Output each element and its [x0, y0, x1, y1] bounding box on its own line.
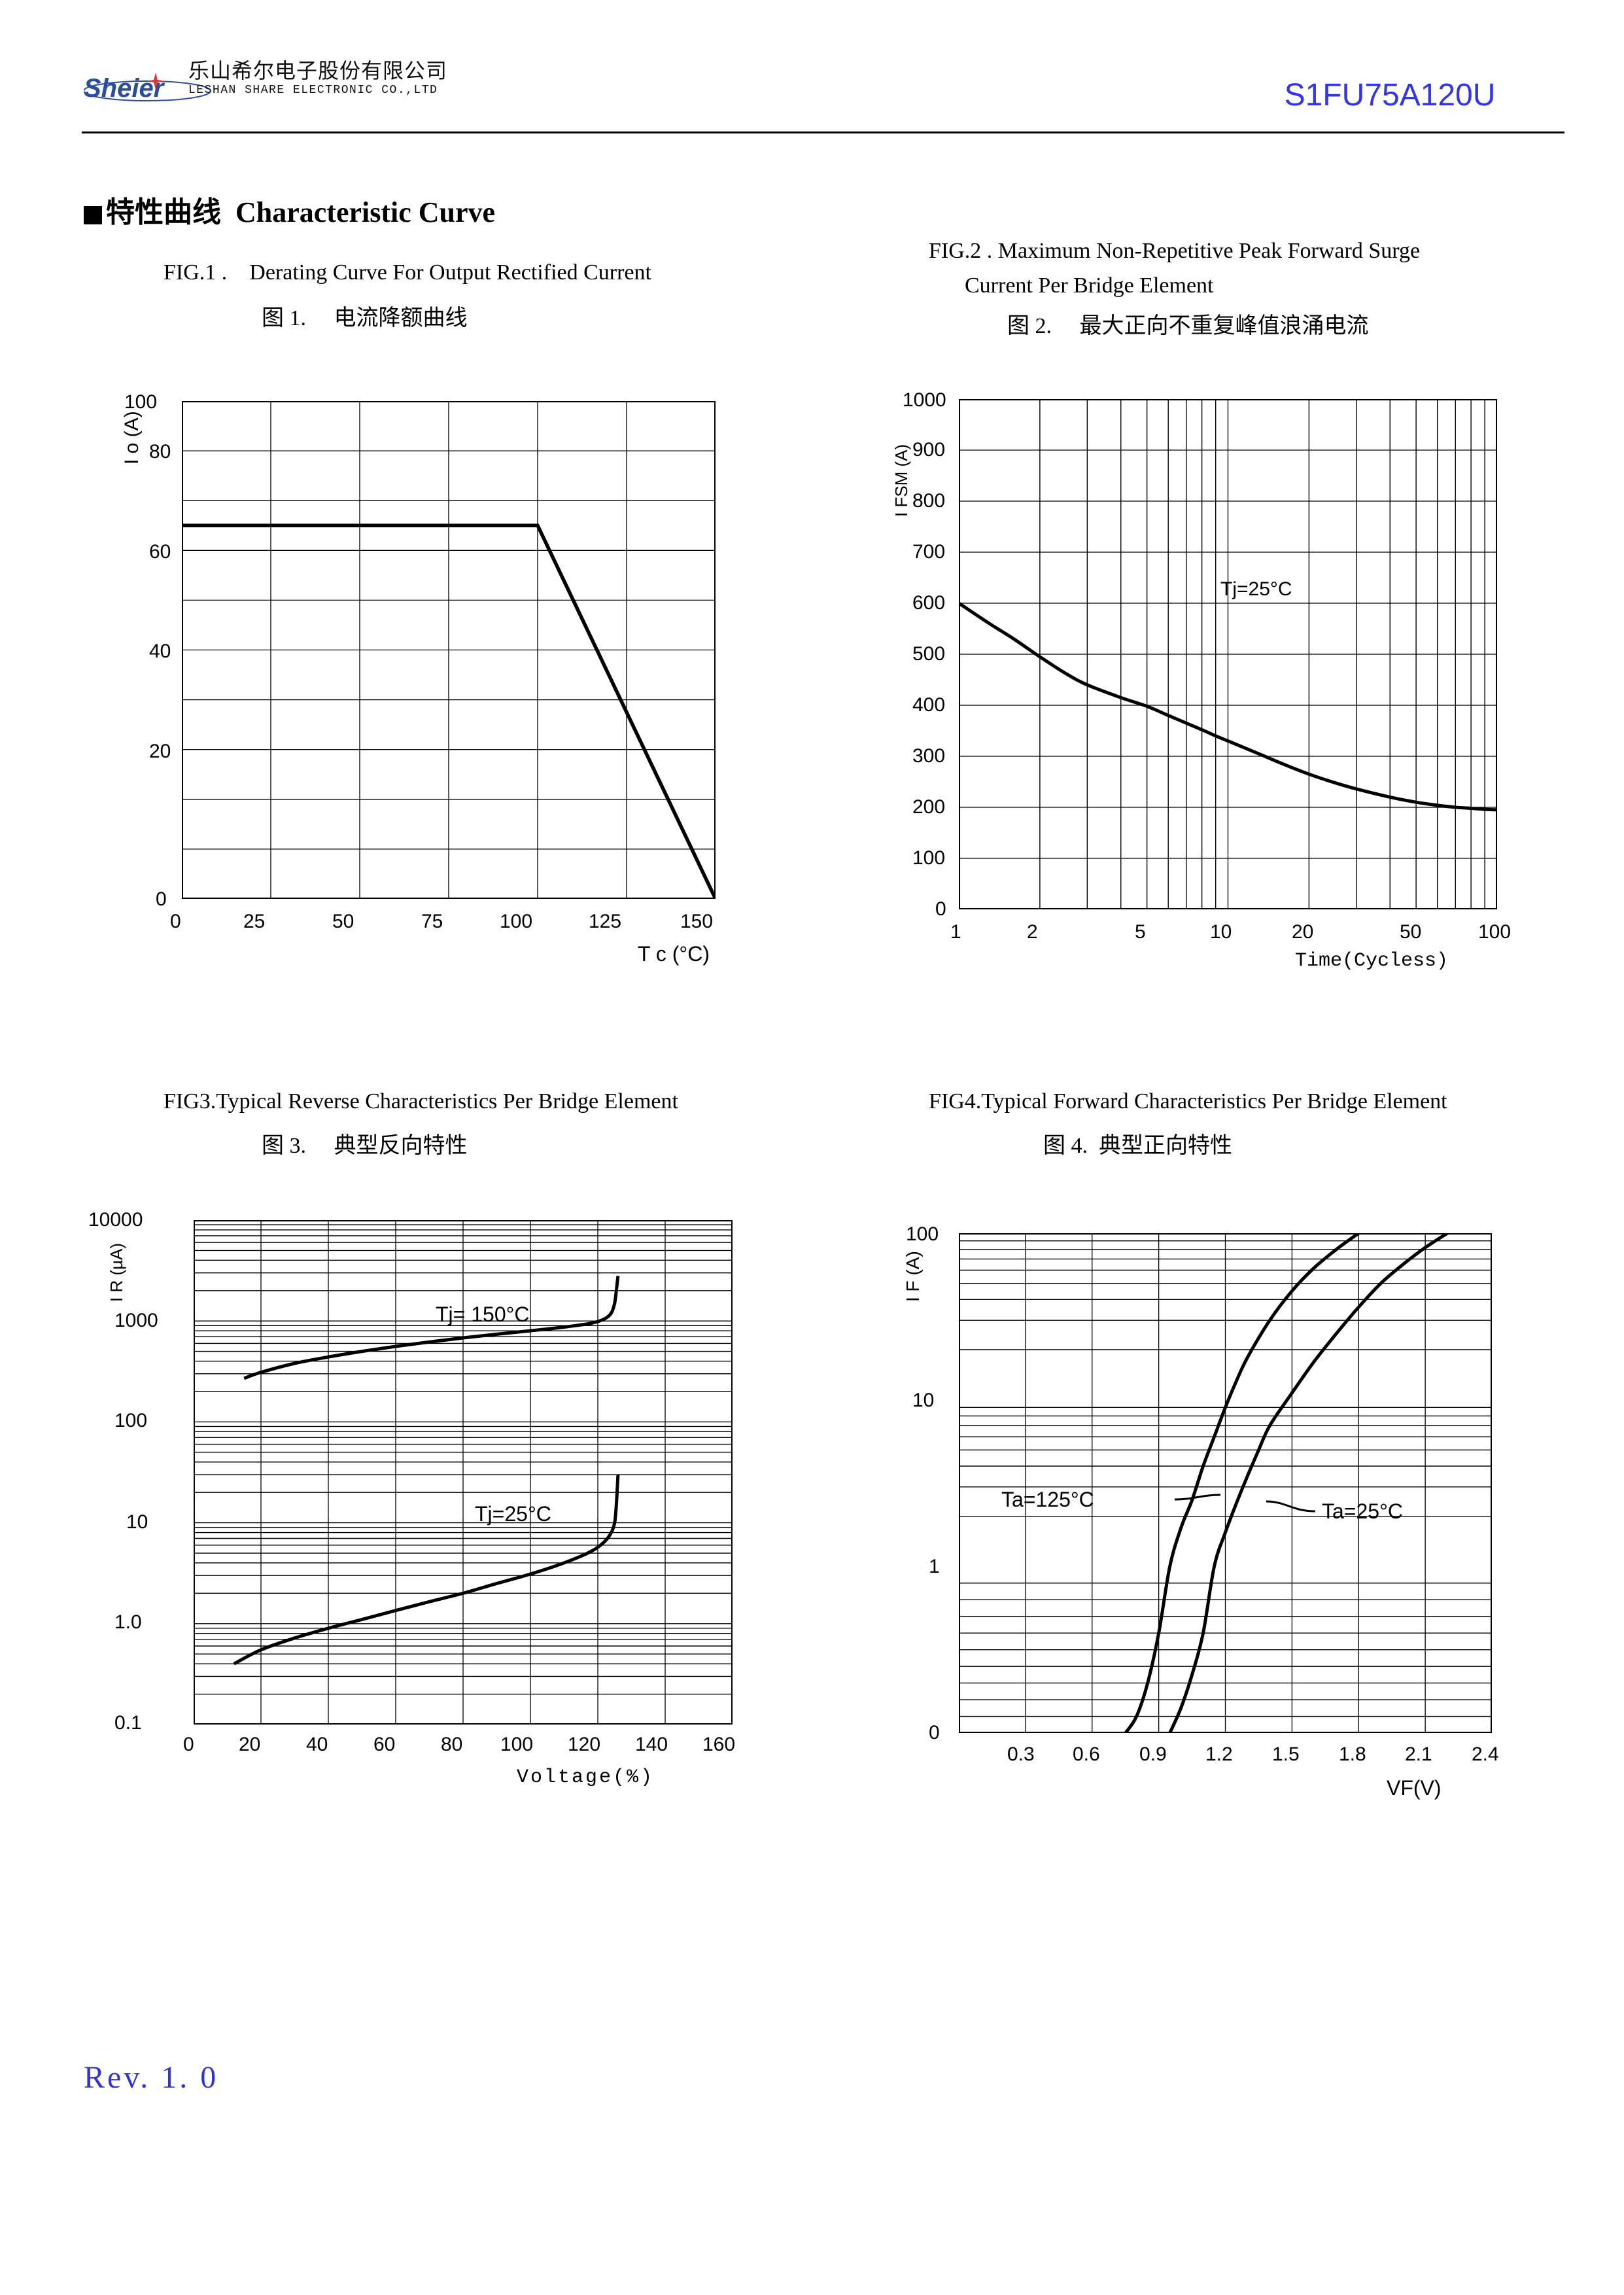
svg-text:Tj=25°C: Tj=25°C	[475, 1502, 551, 1526]
svg-text:Tj= 150°C: Tj= 150°C	[436, 1303, 530, 1326]
svg-text:Tj=25°C: Tj=25°C	[1220, 578, 1292, 600]
svg-text:Ta=125°C: Ta=125°C	[1001, 1488, 1094, 1511]
svg-text:Sheier: Sheier	[84, 74, 165, 103]
svg-text:Ta=25°C: Ta=25°C	[1322, 1499, 1403, 1523]
